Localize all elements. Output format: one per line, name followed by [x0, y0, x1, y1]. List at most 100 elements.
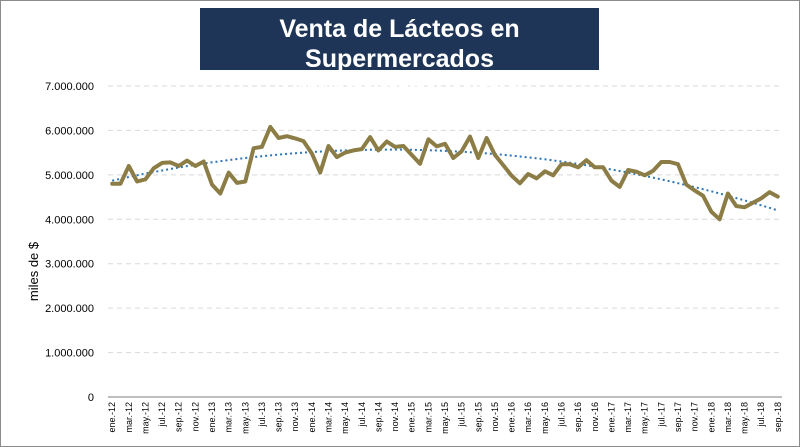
data-point [768, 190, 772, 194]
x-tick-label: ene.-16 [507, 402, 517, 433]
data-point [277, 136, 281, 140]
y-axis-ticks: 0 1.000.000 2.000.000 3.000.000 4.000.000 5.0… [45, 81, 94, 404]
x-tick-label: mar.-14 [324, 402, 334, 433]
x-tick-label: may.-17 [640, 402, 650, 434]
y-tick-label: 5.000.000 [45, 170, 94, 182]
data-point [343, 151, 347, 155]
data-point [560, 162, 564, 166]
data-point [593, 165, 597, 169]
x-tick-label: may.-18 [740, 402, 750, 434]
x-tick-label: jul.-14 [357, 402, 367, 428]
x-axis-ticks: ene.-12 mar.-12 may.-12 jul.-12 sep.-12 nov.-… [107, 402, 783, 434]
data-point [451, 156, 455, 160]
data-point [152, 166, 156, 170]
data-point [543, 169, 547, 173]
data-point [659, 160, 663, 164]
y-tick-label: 4.000.000 [45, 214, 94, 226]
data-point [218, 192, 222, 196]
data-point [734, 204, 738, 208]
data-point [585, 158, 589, 162]
series-points [110, 125, 780, 221]
series-line-monthly [110, 124, 780, 222]
data-point [759, 196, 763, 200]
data-point [335, 155, 339, 159]
data-point [185, 159, 189, 163]
x-tick-label: mar.-12 [124, 402, 134, 433]
x-tick-label: ene.-13 [207, 402, 217, 433]
data-point [235, 181, 239, 185]
data-point [177, 164, 181, 168]
data-point [709, 210, 713, 214]
x-tick-label: sep.-17 [673, 402, 683, 432]
data-point [551, 173, 555, 177]
data-point [393, 145, 397, 149]
x-tick-label: jul.-13 [257, 402, 267, 428]
chart-subtitle: - monto actualizado por IPC - [281, 75, 518, 94]
x-tick-label: nov.-14 [390, 402, 400, 431]
data-point [135, 180, 139, 184]
data-point [127, 164, 131, 168]
x-tick-label: sep.-13 [274, 402, 284, 432]
data-point [693, 188, 697, 192]
y-tick-label: 3.000.000 [45, 259, 94, 271]
y-tick-label: 1.000.000 [45, 348, 94, 360]
data-point [160, 161, 164, 165]
data-point [285, 134, 289, 138]
data-point [110, 182, 114, 186]
x-tick-label: may.-16 [540, 402, 550, 434]
data-point [268, 125, 272, 129]
data-point [401, 144, 405, 148]
y-axis-label: miles de $ [26, 241, 41, 301]
data-point [468, 135, 472, 139]
x-tick-label: ene.-12 [107, 402, 117, 433]
data-point [410, 153, 414, 157]
data-point [609, 179, 613, 183]
data-point [518, 181, 522, 185]
data-point [243, 180, 247, 184]
data-point [651, 169, 655, 173]
x-tick-label: jul.-12 [157, 402, 167, 428]
x-tick-label: jul.-16 [557, 402, 567, 428]
data-point [143, 177, 147, 181]
data-point [751, 201, 755, 205]
data-point [485, 136, 489, 140]
x-tick-label: mar.-15 [423, 402, 433, 433]
chart-title-box: Venta de Lácteos en Supermercados - mont… [200, 8, 599, 94]
data-point [576, 165, 580, 169]
gridlines [108, 85, 782, 354]
x-tick-label: mar.-17 [623, 402, 633, 433]
data-point [676, 162, 680, 166]
x-tick-label: nov.-13 [290, 402, 300, 431]
data-point [418, 162, 422, 166]
data-point [435, 144, 439, 148]
x-tick-label: mar.-16 [523, 402, 533, 433]
x-tick-label: sep.-18 [773, 402, 783, 432]
chart-title: Venta de Lácteos en Supermercados [279, 15, 520, 73]
x-tick-label: may.-12 [140, 402, 150, 434]
x-tick-label: sep.-12 [174, 402, 184, 432]
x-tick-label: sep.-14 [373, 402, 383, 432]
data-point [202, 160, 206, 164]
data-point [376, 148, 380, 152]
data-point [668, 160, 672, 164]
data-point [360, 147, 364, 151]
data-point [726, 192, 730, 196]
x-tick-label: nov.-17 [690, 402, 700, 431]
data-point [310, 152, 314, 156]
y-tick-label: 6.000.000 [45, 125, 94, 137]
y-tick-label: 7.000.000 [45, 81, 94, 93]
data-point [227, 171, 231, 175]
x-tick-label: jul.-15 [457, 402, 467, 428]
data-point [168, 160, 172, 164]
x-tick-label: mar.-13 [224, 402, 234, 433]
x-tick-label: may.-15 [440, 402, 450, 434]
data-point [426, 137, 430, 141]
x-tick-label: ene.-14 [307, 402, 317, 433]
data-point [368, 135, 372, 139]
x-tick-label: ene.-18 [706, 402, 716, 433]
x-tick-label: jul.-17 [656, 402, 666, 428]
data-point [193, 164, 197, 168]
data-point [510, 174, 514, 178]
